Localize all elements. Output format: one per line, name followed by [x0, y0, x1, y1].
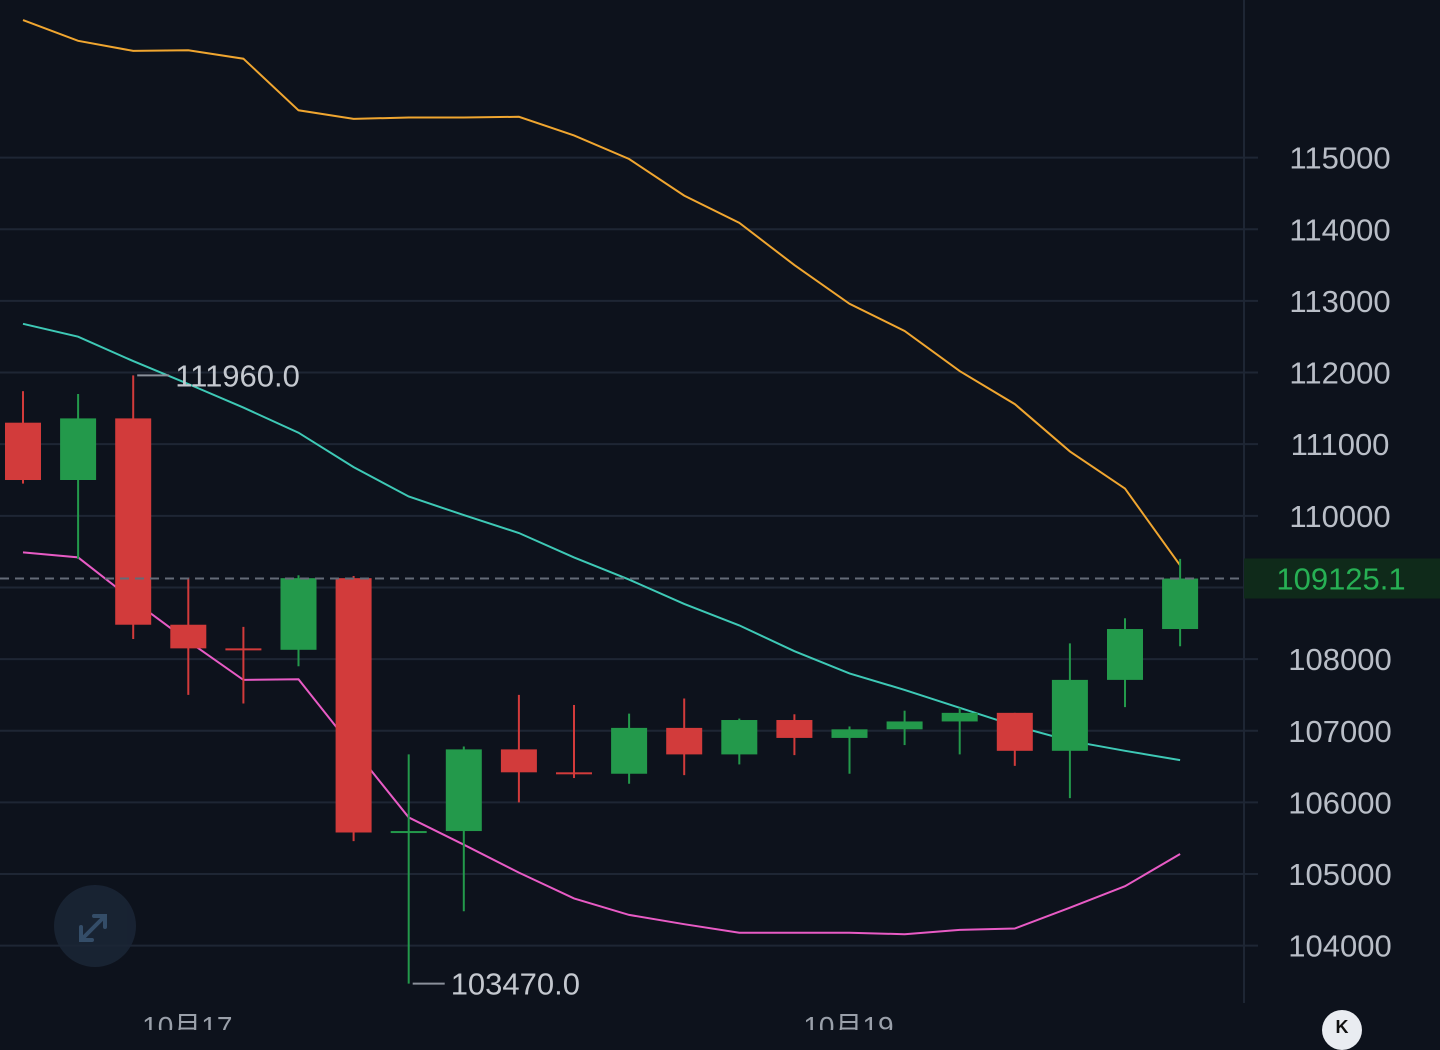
x-tick-label: 10月17	[142, 1011, 232, 1030]
low-price-label: 103470.0	[451, 967, 580, 1002]
y-tick-label: 110000	[1289, 499, 1390, 534]
candle-body-up	[721, 720, 758, 755]
y-tick-label: 111000	[1291, 427, 1390, 462]
y-tick-label: 115000	[1289, 141, 1390, 176]
candle-body-up	[280, 578, 317, 650]
lower-band-line	[22, 551, 1181, 936]
y-tick-label: 107000	[1288, 714, 1391, 749]
x-axis-ticks: 10月17 10月19	[142, 1011, 893, 1030]
candle-body-down	[225, 648, 262, 651]
y-axis-ticks: 104000 105000 106000 107000 108000 110000 1110…	[1288, 141, 1391, 964]
expand-button[interactable]	[54, 885, 136, 967]
y-tick-label: 106000	[1288, 785, 1391, 820]
y-tick-label: 112000	[1289, 356, 1390, 391]
upper-band-line	[22, 19, 1181, 566]
y-tick-label: 104000	[1288, 929, 1391, 964]
candle-body-up	[941, 712, 978, 722]
candle-body-up	[886, 721, 923, 730]
candle-body-down	[170, 624, 207, 649]
candles	[5, 375, 1199, 984]
y-tick-label: 114000	[1289, 212, 1390, 247]
x-tick-label: 10月19	[803, 1011, 893, 1030]
high-price-label: 111960.0	[175, 358, 300, 393]
candle-body-up	[611, 727, 648, 774]
k-icon[interactable]: K	[1322, 1010, 1362, 1050]
candle-body-up	[1051, 679, 1088, 751]
candle-body-up	[390, 831, 427, 834]
middle-band-line	[22, 322, 1181, 762]
candle-body-down	[776, 720, 813, 738]
candle-body-down	[115, 418, 152, 625]
candle-body-down	[666, 727, 703, 755]
last-price-marker: 109125.1	[0, 558, 1440, 599]
bollinger-bands	[22, 19, 1181, 936]
y-tick-label: 113000	[1289, 284, 1390, 319]
last-price-badge	[1244, 558, 1440, 599]
grid-lines	[0, 156, 1258, 947]
candle-body-down	[500, 749, 537, 773]
candle-body-down	[556, 772, 592, 775]
last-price-label: 109125.1	[1276, 562, 1405, 597]
expand-arrows-icon	[79, 914, 107, 942]
y-tick-label: 108000	[1288, 642, 1391, 677]
annotations: 111960.0 103470.0	[137, 358, 580, 1002]
candle-body-up	[1162, 578, 1199, 630]
y-tick-label: 105000	[1288, 857, 1391, 892]
candle-body-down	[335, 578, 372, 833]
candle-body-up	[60, 418, 97, 481]
candle-body-up	[1107, 629, 1143, 680]
candle-body-up	[445, 749, 482, 832]
candle-body-down	[996, 712, 1033, 751]
candle-body-down	[5, 422, 41, 481]
candle-body-up	[831, 729, 868, 738]
